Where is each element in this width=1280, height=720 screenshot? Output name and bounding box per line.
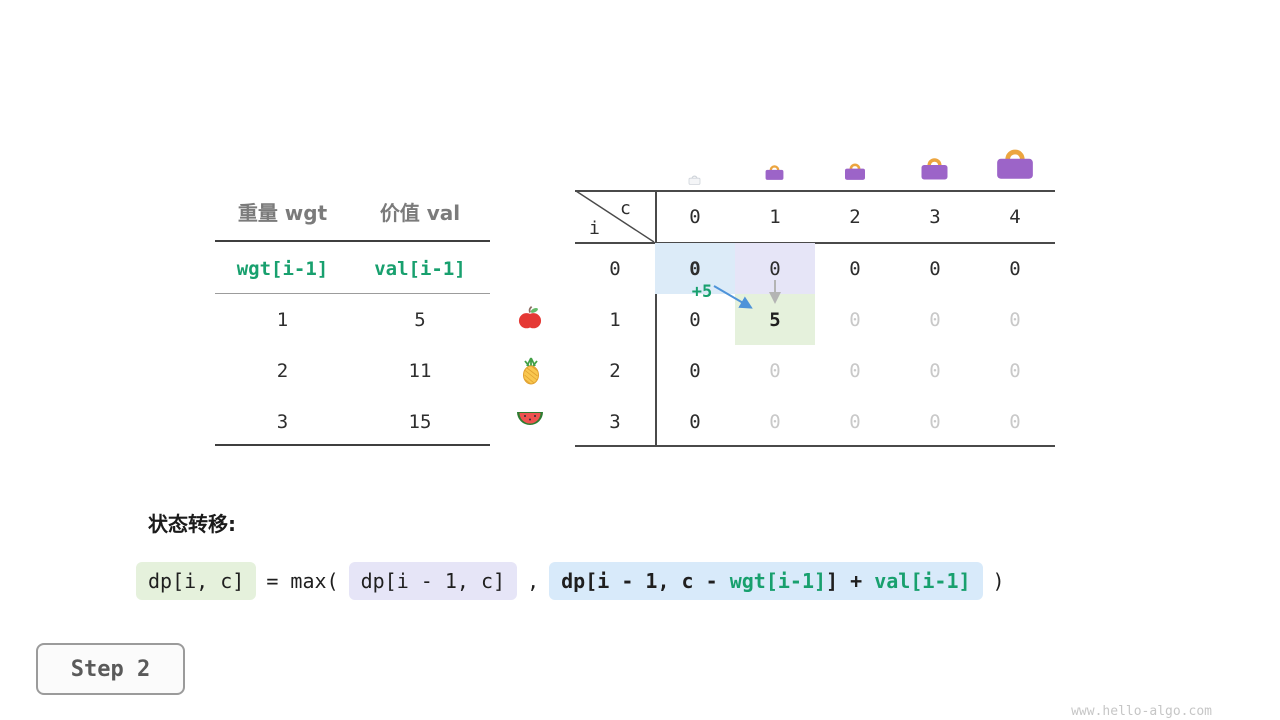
state-transition-formula: dp[i, c] = max( dp[i - 1, c] , dp[i - 1,… [136,558,1005,604]
dp-cell-3-2: 0 [849,410,861,433]
formula-lhs: dp[i, c] [136,562,257,600]
pineapple-icon [519,357,543,389]
dp-cell-3-4: 0 [1009,410,1021,433]
bag-capacity-4-icon [994,145,1036,185]
val-index-label: val[i-1] [374,258,466,280]
dp-cell-1-0: 0 [689,308,701,331]
formula-heading: 状态转移: [148,512,236,536]
dp-table-vertical-border [655,190,657,447]
item-row-3: 3 15 [215,401,490,443]
corner-i-label: i [589,218,600,239]
dp-cell-3-3: 0 [929,410,941,433]
corner-c-label: c [620,198,631,219]
watermark: www.hello-algo.com [1071,704,1212,719]
table-divider [215,293,490,294]
item-table-header-row: 重量 wgt 价值 val [215,190,490,232]
dp-cell-0-4: 0 [1009,257,1021,280]
dp-cell-1-4: 0 [1009,308,1021,331]
dp-cell-2-4: 0 [1009,359,1021,382]
dp-cell-0-2: 0 [849,257,861,280]
dp-table-bottom-border [575,445,1055,447]
dp-col-header-0: 0 [689,206,701,228]
dp-column-headers: 0 1 2 3 4 [655,196,1055,238]
dp-cell-3-0: 0 [689,410,701,433]
add-term-wgt: wgt[i-1] [729,569,827,593]
dp-cell-2-3: 0 [929,359,941,382]
dp-row-header-1: 1 [609,308,621,331]
dp-row-header-0: 0 [609,257,621,280]
item-table-index-row: wgt[i-1] val[i-1] [215,248,490,290]
dp-row-header-3: 3 [609,410,621,433]
dp-cell-2-1: 0 [769,359,781,382]
item-3-weight: 3 [276,411,289,433]
step-indicator: Step 2 [36,643,185,695]
corner-diagonal-line [575,190,655,243]
item-table: 重量 wgt 价值 val wgt[i-1] val[i-1] 1 5 2 11… [215,190,490,446]
formula-close-paren: ) [992,569,1005,593]
apple-icon [517,305,543,335]
dp-cell-1-1: 5 [735,294,815,345]
dp-cell-0-1: 0 [735,243,815,294]
dp-col-header-4: 4 [1009,206,1021,228]
transition-value-annotation: +5 [691,282,713,302]
dp-col-header-3: 3 [929,206,941,228]
table-divider [215,444,490,446]
watermelon-icon [516,410,544,431]
dp-col-header-2: 2 [849,206,861,228]
formula-max-open: = max( [266,569,339,593]
dp-col-header-1: 1 [769,206,781,228]
value-column-header: 价值 val [379,200,461,225]
item-2-value: 11 [408,360,432,382]
wgt-index-label: wgt[i-1] [236,258,329,280]
dp-table-top-border [575,190,1055,192]
formula-keep-term: dp[i - 1, c] [348,562,518,600]
bag-capacity-1-icon [764,163,785,185]
dp-cell-1-3: 0 [929,308,941,331]
add-term-val: val[i-1] [874,569,971,593]
item-1-weight: 1 [276,309,289,331]
item-row-2: 2 11 [215,350,490,392]
weight-column-header: 重量 wgt [237,200,328,225]
dp-cell-0-3: 0 [929,257,941,280]
dp-cell-2-2: 0 [849,359,861,382]
item-2-weight: 2 [276,360,289,382]
dp-row-header-2: 2 [609,359,621,382]
table-divider [215,240,490,242]
formula-add-term: dp[i - 1, c - wgt[i-1]] + val[i-1] [549,562,983,600]
dp-grid: 0 0 0 0 0 0 5 0 0 0 0 0 0 0 0 0 0 0 0 0 [655,243,1055,447]
dp-table-header-border [575,242,1055,244]
bag-capacity-0-icon [688,170,701,189]
bag-capacity-3-icon [919,155,950,185]
bag-capacity-2-icon [843,161,867,185]
formula-comma: , [527,569,540,593]
dp-row-headers: 0 1 2 3 [575,243,655,447]
item-3-value: 15 [408,411,432,433]
add-term-part: dp[i - 1, c - [561,569,730,593]
dp-cell-1-2: 0 [849,308,861,331]
add-term-part: ] + [826,569,875,593]
dp-cell-3-1: 0 [769,410,781,433]
item-1-value: 5 [414,309,426,331]
item-row-1: 1 5 [215,299,490,341]
dp-cell-2-0: 0 [689,359,701,382]
